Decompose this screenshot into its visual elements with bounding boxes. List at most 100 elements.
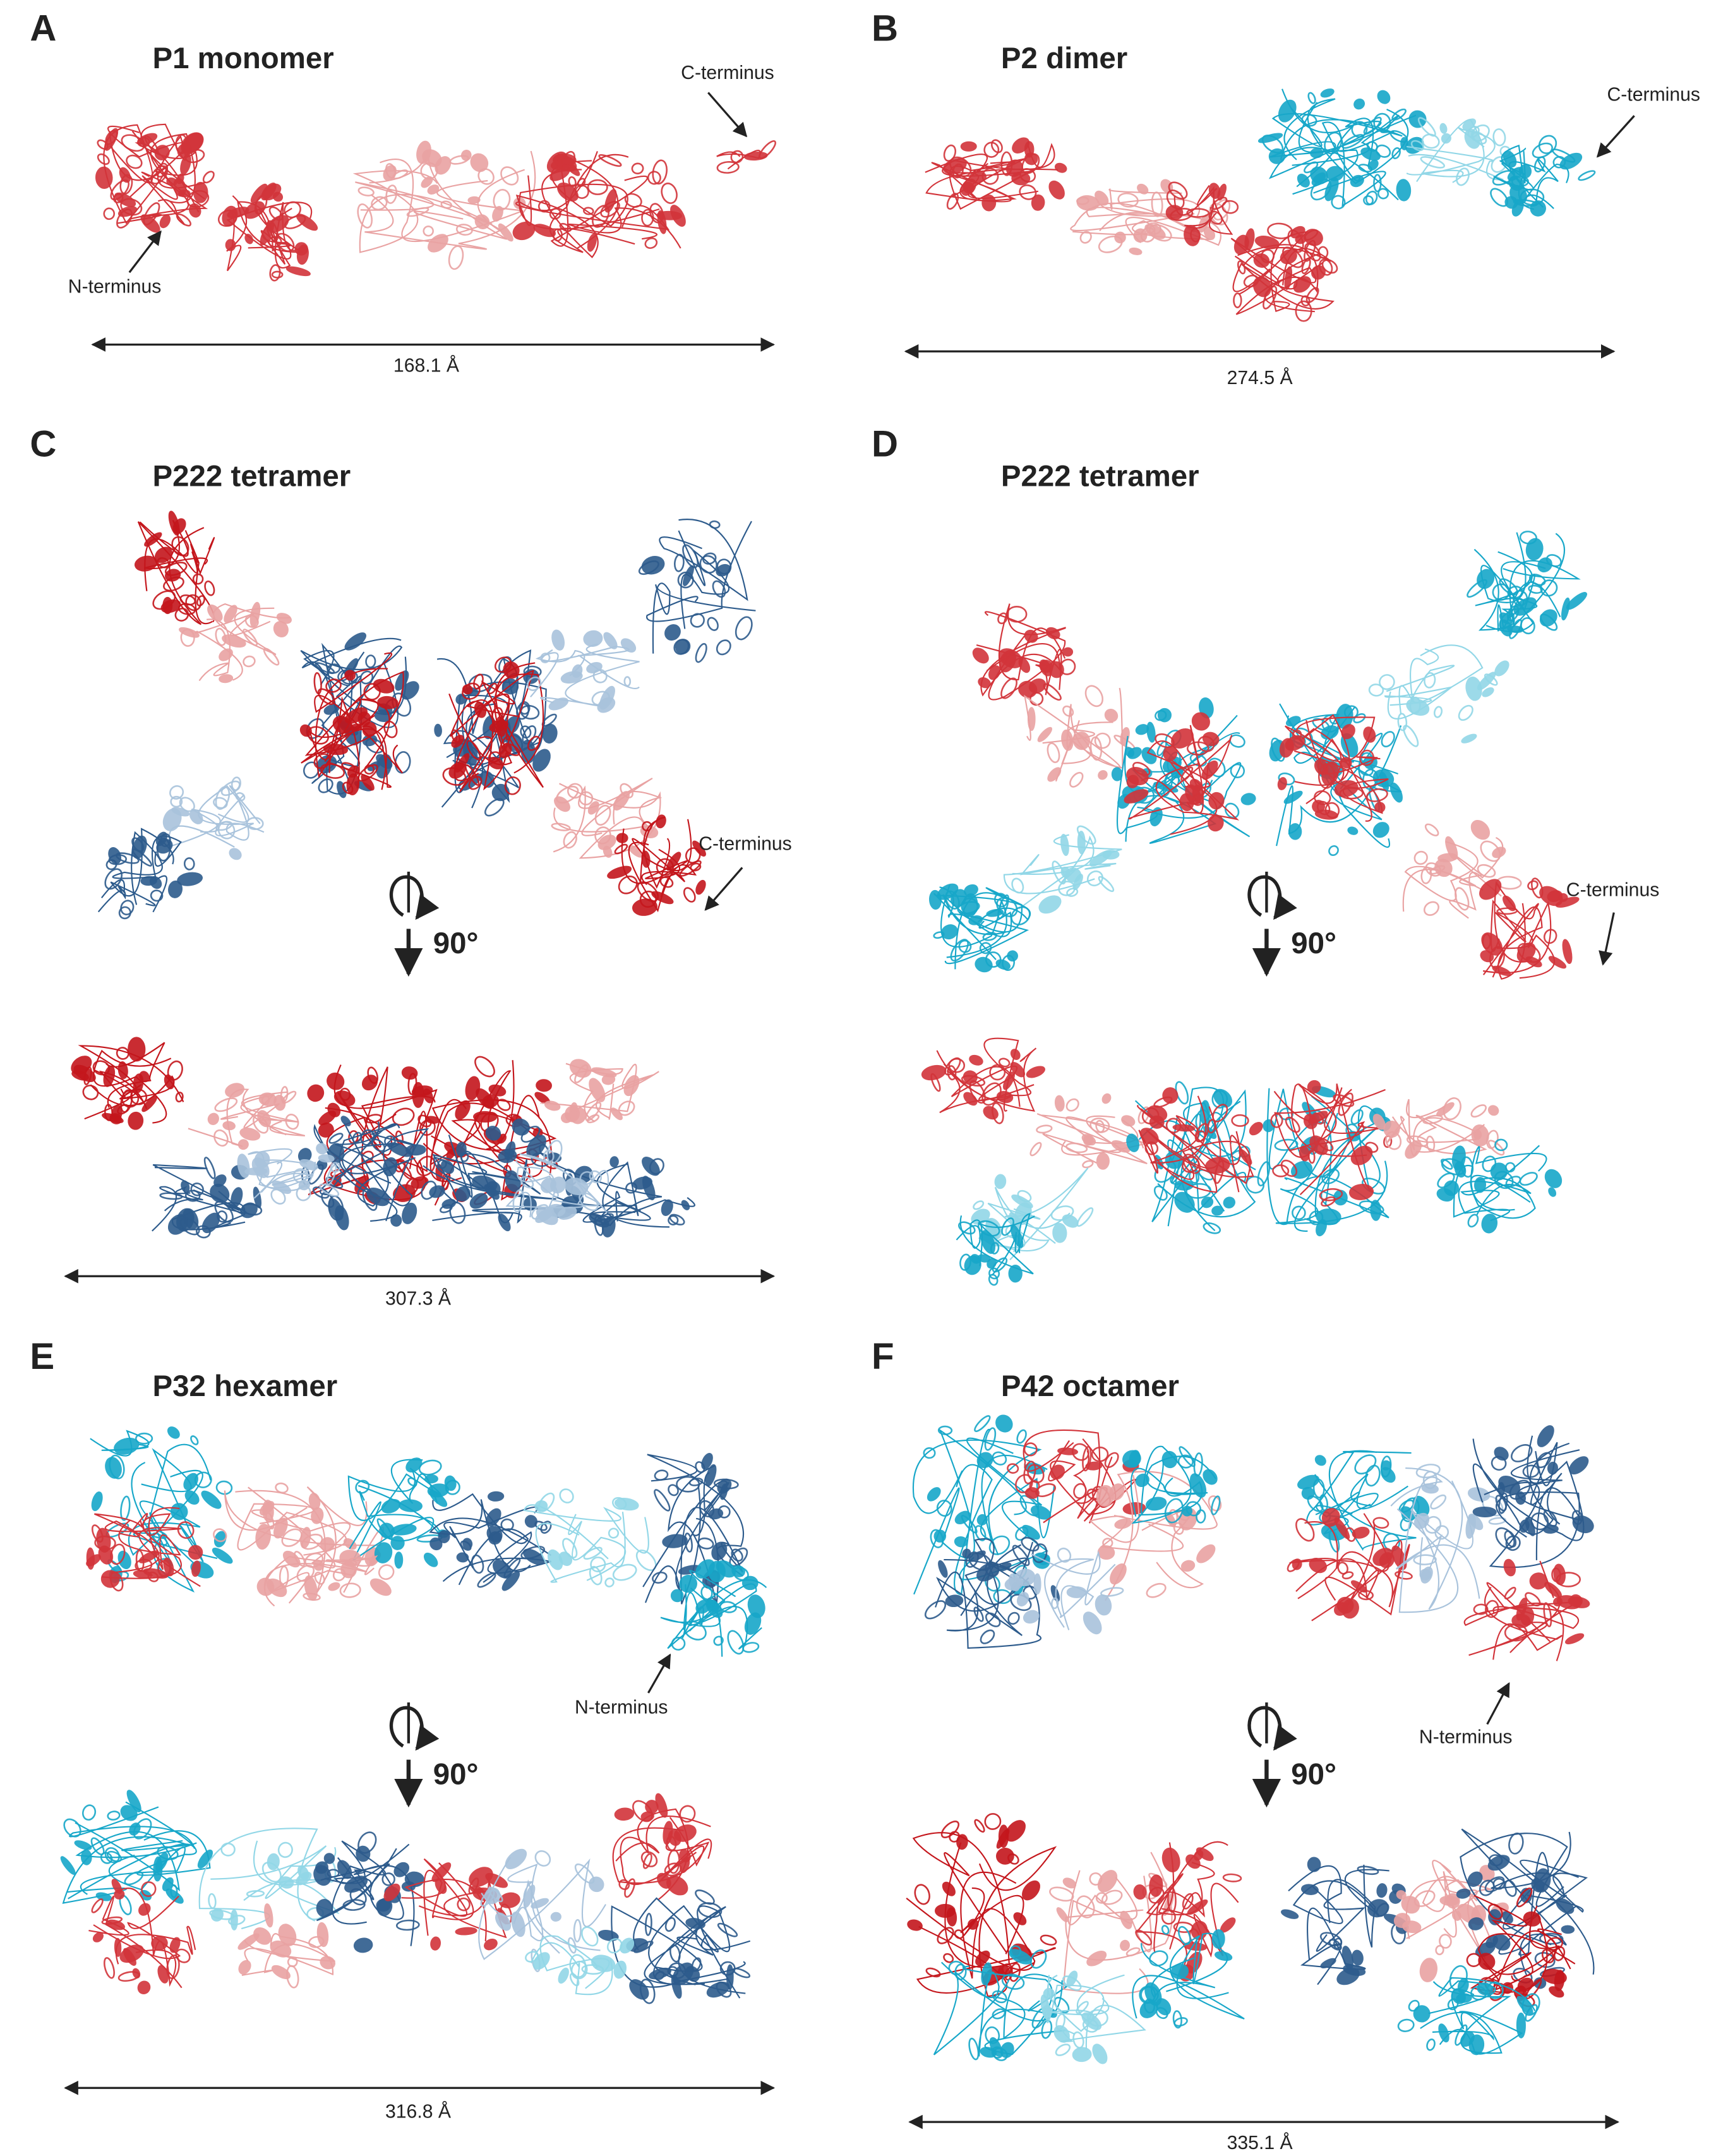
helix xyxy=(1520,617,1535,635)
helix xyxy=(572,664,583,678)
helix xyxy=(285,1114,299,1130)
helix xyxy=(170,795,183,808)
helix xyxy=(1095,1594,1112,1616)
helix xyxy=(107,1810,121,1821)
dimension-label: 274.5 Å xyxy=(1227,368,1293,388)
helix xyxy=(1036,1124,1053,1134)
helix xyxy=(1174,1191,1195,1213)
helix xyxy=(1104,1452,1119,1468)
helix xyxy=(500,166,519,186)
helix xyxy=(709,520,721,529)
helix xyxy=(159,214,171,229)
helix xyxy=(273,620,289,637)
helix xyxy=(462,684,473,695)
helix xyxy=(656,814,666,829)
panel-title: P222 tetramer xyxy=(153,460,351,493)
helix xyxy=(217,821,236,840)
helix xyxy=(1203,1222,1221,1234)
helix xyxy=(219,674,234,684)
helix xyxy=(1114,231,1126,244)
helix xyxy=(683,887,696,903)
helix xyxy=(296,244,309,265)
helix xyxy=(747,1594,765,1618)
helix xyxy=(164,562,188,576)
helix xyxy=(97,139,109,150)
helix xyxy=(1559,152,1583,170)
helix xyxy=(213,797,228,809)
helix xyxy=(1162,1087,1179,1104)
helix xyxy=(307,1084,325,1102)
annotation: N-terminus xyxy=(68,277,162,298)
helix xyxy=(958,939,972,953)
loop xyxy=(190,537,215,625)
helix xyxy=(1397,2018,1415,2032)
helix xyxy=(1281,1909,1299,1919)
helix xyxy=(1120,726,1130,746)
annotation-arrow xyxy=(1596,115,1635,158)
loop xyxy=(226,195,248,272)
helix xyxy=(361,1075,378,1091)
helix xyxy=(1146,1582,1167,1598)
dimension-label: 307.3 Å xyxy=(385,1288,452,1309)
helix xyxy=(348,1130,359,1144)
helix xyxy=(1484,673,1498,686)
loop xyxy=(954,887,1023,970)
loop xyxy=(561,1197,695,1221)
helix xyxy=(104,868,123,890)
helix xyxy=(1054,162,1067,173)
helix xyxy=(1548,1187,1557,1197)
loop xyxy=(355,169,525,232)
loop xyxy=(1230,238,1317,313)
loop xyxy=(1020,854,1117,876)
helix xyxy=(313,672,322,695)
helix xyxy=(1295,1518,1315,1542)
helix xyxy=(417,1114,432,1128)
helix xyxy=(1480,840,1501,862)
helix xyxy=(1424,672,1436,689)
helix xyxy=(968,2037,980,2061)
helix xyxy=(441,1198,457,1209)
helix xyxy=(91,1491,103,1512)
dimension-label: 335.1 Å xyxy=(1227,2133,1293,2153)
helix xyxy=(544,1100,561,1111)
helix xyxy=(923,1447,936,1459)
helix xyxy=(208,1893,217,1909)
loop xyxy=(1490,900,1533,952)
loop xyxy=(309,696,375,789)
helix xyxy=(568,176,577,188)
helix xyxy=(640,1851,658,1867)
helix xyxy=(325,678,342,693)
helix xyxy=(296,1185,311,1201)
panel-title: P2 dimer xyxy=(1001,42,1127,75)
helix xyxy=(395,1919,420,1931)
helix xyxy=(91,1898,104,1913)
helix xyxy=(980,1629,995,1644)
loop xyxy=(1482,901,1555,979)
helix xyxy=(983,142,1000,158)
helix xyxy=(181,1180,190,1193)
helix xyxy=(1424,823,1439,836)
helix xyxy=(487,1491,505,1502)
helix xyxy=(1072,2047,1092,2063)
helix xyxy=(532,749,551,772)
helix xyxy=(1233,292,1242,308)
helix xyxy=(505,1848,527,1870)
helix xyxy=(1272,1164,1290,1177)
helix xyxy=(299,1159,318,1171)
helix xyxy=(114,1889,125,1900)
helix xyxy=(361,774,375,791)
helix xyxy=(168,880,183,898)
helix xyxy=(1467,1487,1491,1502)
helix xyxy=(960,141,977,152)
loop xyxy=(519,160,660,230)
rotation-label: 90° xyxy=(433,927,479,960)
helix xyxy=(1470,819,1491,840)
helix xyxy=(1062,647,1074,657)
helix xyxy=(1230,763,1245,778)
helix xyxy=(1379,674,1395,690)
helix xyxy=(167,1426,180,1439)
helix xyxy=(661,1199,673,1216)
helix xyxy=(362,1188,378,1211)
helix xyxy=(1443,1180,1459,1196)
helix xyxy=(1149,1874,1163,1897)
